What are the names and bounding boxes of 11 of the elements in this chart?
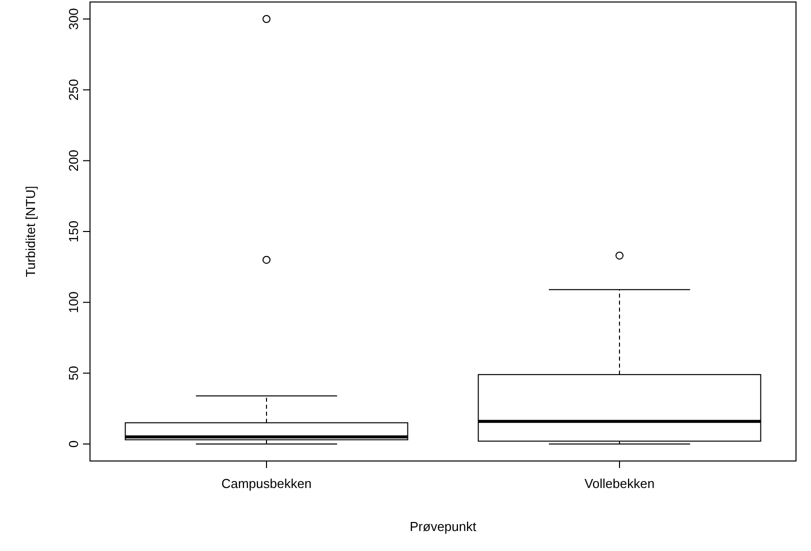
y-tick-label: 50 bbox=[66, 366, 81, 380]
y-tick-label: 250 bbox=[66, 78, 81, 101]
y-tick-label: 0 bbox=[66, 440, 81, 448]
x-tick-label: Vollebekken bbox=[584, 476, 655, 491]
y-tick-label: 100 bbox=[66, 291, 81, 314]
y-tick-label: 150 bbox=[66, 220, 81, 242]
y-tick-label: 200 bbox=[66, 150, 81, 172]
x-axis-title: Prøvepunkt bbox=[410, 519, 477, 534]
y-axis-title: Turbiditet [NTU] bbox=[23, 186, 38, 278]
y-tick-label: 300 bbox=[66, 8, 81, 30]
x-tick-label: Campusbekken bbox=[221, 476, 312, 491]
